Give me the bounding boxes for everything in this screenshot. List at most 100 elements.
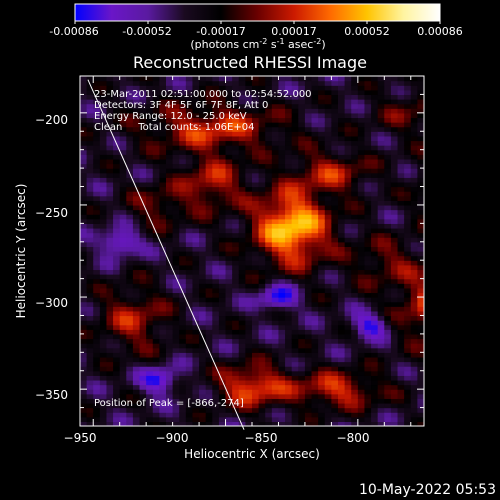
image-pixel bbox=[271, 126, 280, 132]
image-pixel bbox=[390, 366, 399, 372]
image-pixel bbox=[166, 356, 174, 363]
image-pixel bbox=[185, 402, 194, 409]
image-pixel bbox=[324, 223, 332, 229]
image-pixel bbox=[218, 301, 227, 307]
image-pixel bbox=[179, 80, 187, 86]
image-pixel bbox=[410, 269, 418, 275]
image-pixel bbox=[159, 347, 167, 353]
image-pixel bbox=[298, 264, 306, 271]
image-pixel bbox=[139, 389, 147, 395]
image-pixel bbox=[99, 402, 108, 409]
image-pixel bbox=[132, 246, 141, 252]
image-pixel bbox=[185, 186, 194, 192]
image-pixel bbox=[185, 89, 194, 96]
image-pixel bbox=[265, 135, 273, 142]
image-pixel bbox=[357, 269, 366, 275]
image-pixel bbox=[318, 398, 326, 404]
image-pixel bbox=[285, 191, 293, 197]
image-pixel bbox=[331, 108, 339, 114]
image-pixel bbox=[384, 181, 392, 188]
image-pixel bbox=[245, 292, 253, 298]
image-pixel bbox=[417, 389, 424, 395]
image-pixel bbox=[179, 384, 187, 390]
image-pixel bbox=[397, 186, 405, 192]
image-pixel bbox=[192, 237, 200, 243]
image-pixel bbox=[390, 407, 399, 413]
image-pixel bbox=[258, 370, 266, 376]
image-pixel bbox=[311, 76, 319, 82]
image-pixel bbox=[185, 292, 194, 298]
image-pixel bbox=[86, 94, 94, 100]
image-pixel bbox=[238, 338, 246, 344]
image-pixel bbox=[199, 163, 207, 169]
image-pixel bbox=[278, 108, 286, 114]
image-pixel bbox=[331, 126, 339, 132]
image-pixel bbox=[139, 333, 147, 340]
image-pixel bbox=[304, 269, 313, 275]
image-pixel bbox=[258, 145, 266, 151]
image-pixel bbox=[185, 421, 194, 426]
image-pixel bbox=[166, 149, 174, 155]
image-pixel bbox=[106, 112, 114, 119]
image-pixel bbox=[212, 324, 220, 330]
image-pixel bbox=[318, 269, 326, 275]
image-pixel bbox=[285, 251, 293, 257]
image-pixel bbox=[93, 333, 101, 340]
image-pixel bbox=[166, 264, 174, 271]
image-pixel bbox=[258, 131, 266, 137]
image-pixel bbox=[298, 89, 306, 96]
image-pixel bbox=[311, 103, 319, 109]
image-pixel bbox=[152, 246, 160, 252]
image-pixel bbox=[212, 186, 220, 192]
image-pixel bbox=[205, 126, 213, 132]
image-pixel bbox=[252, 181, 260, 188]
image-pixel bbox=[166, 274, 174, 280]
image-pixel bbox=[152, 85, 160, 91]
image-pixel bbox=[351, 103, 359, 109]
image-pixel bbox=[126, 218, 134, 224]
image-pixel bbox=[265, 80, 273, 86]
image-pixel bbox=[205, 117, 213, 123]
image-pixel bbox=[331, 393, 339, 399]
image-pixel bbox=[218, 99, 227, 105]
image-pixel bbox=[377, 379, 385, 386]
image-pixel bbox=[304, 191, 313, 197]
image-pixel bbox=[113, 172, 121, 178]
image-pixel bbox=[106, 361, 114, 367]
image-pixel bbox=[311, 393, 319, 399]
image-pixel bbox=[271, 89, 280, 96]
image-pixel bbox=[106, 237, 114, 243]
image-pixel bbox=[106, 154, 114, 160]
image-pixel bbox=[377, 251, 385, 257]
image-pixel bbox=[212, 384, 220, 390]
image-pixel bbox=[152, 329, 160, 335]
image-pixel bbox=[384, 370, 392, 376]
image-pixel bbox=[232, 329, 240, 335]
image-pixel bbox=[338, 338, 346, 344]
image-pixel bbox=[271, 274, 280, 280]
image-pixel bbox=[384, 140, 392, 146]
image-pixel bbox=[159, 177, 167, 183]
image-pixel bbox=[351, 301, 359, 307]
image-pixel bbox=[410, 352, 418, 358]
image-pixel bbox=[126, 306, 134, 312]
image-pixel bbox=[93, 131, 101, 137]
image-pixel bbox=[205, 122, 213, 128]
image-pixel bbox=[377, 163, 385, 169]
image-pixel bbox=[258, 140, 266, 146]
image-pixel bbox=[225, 389, 233, 395]
image-pixel bbox=[113, 89, 121, 96]
image-pixel bbox=[146, 126, 154, 132]
image-pixel bbox=[80, 366, 88, 372]
image-pixel bbox=[390, 112, 399, 119]
image-pixel bbox=[238, 366, 246, 372]
image-pixel bbox=[80, 283, 88, 289]
image-pixel bbox=[377, 94, 385, 100]
image-pixel bbox=[212, 356, 220, 363]
image-pixel bbox=[344, 85, 352, 91]
image-pixel bbox=[298, 407, 306, 413]
image-pixel bbox=[291, 320, 299, 326]
image-pixel bbox=[179, 135, 187, 142]
image-pixel bbox=[324, 117, 332, 123]
image-pixel bbox=[271, 204, 280, 211]
